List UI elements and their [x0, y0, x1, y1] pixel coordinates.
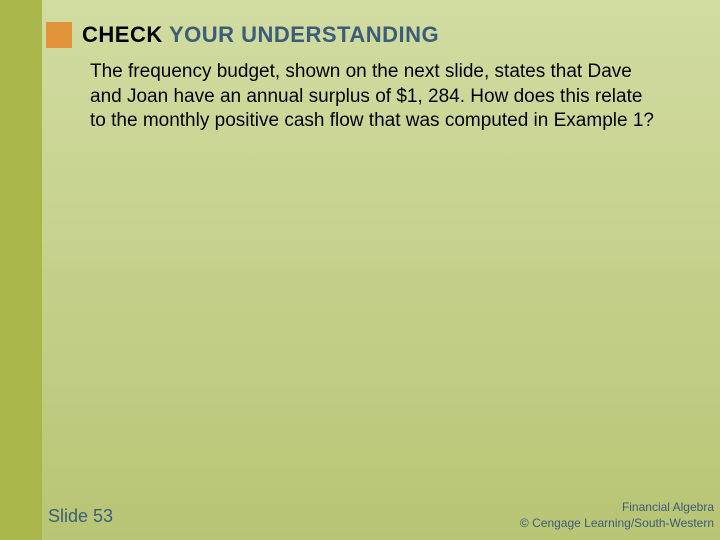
slide-container: CHECK YOUR UNDERSTANDING The frequency b…	[0, 0, 720, 540]
body-paragraph: The frequency budget, shown on the next …	[90, 60, 660, 134]
copyright-block: Financial Algebra © Cengage Learning/Sou…	[520, 500, 714, 531]
orange-bullet-box	[46, 22, 72, 48]
left-accent-bar	[0, 0, 42, 540]
heading-understanding-words: YOUR UNDERSTANDING	[163, 22, 439, 47]
copyright-title: Financial Algebra	[520, 500, 714, 516]
heading-check-word: CHECK	[82, 22, 163, 47]
slide-number: Slide 53	[48, 506, 113, 527]
slide-heading: CHECK YOUR UNDERSTANDING	[82, 22, 439, 48]
slide-footer: Slide 53 Financial Algebra © Cengage Lea…	[42, 492, 720, 540]
heading-row: CHECK YOUR UNDERSTANDING	[46, 22, 720, 48]
copyright-publisher: © Cengage Learning/South-Western	[520, 516, 714, 532]
main-content-area: CHECK YOUR UNDERSTANDING The frequency b…	[42, 0, 720, 540]
